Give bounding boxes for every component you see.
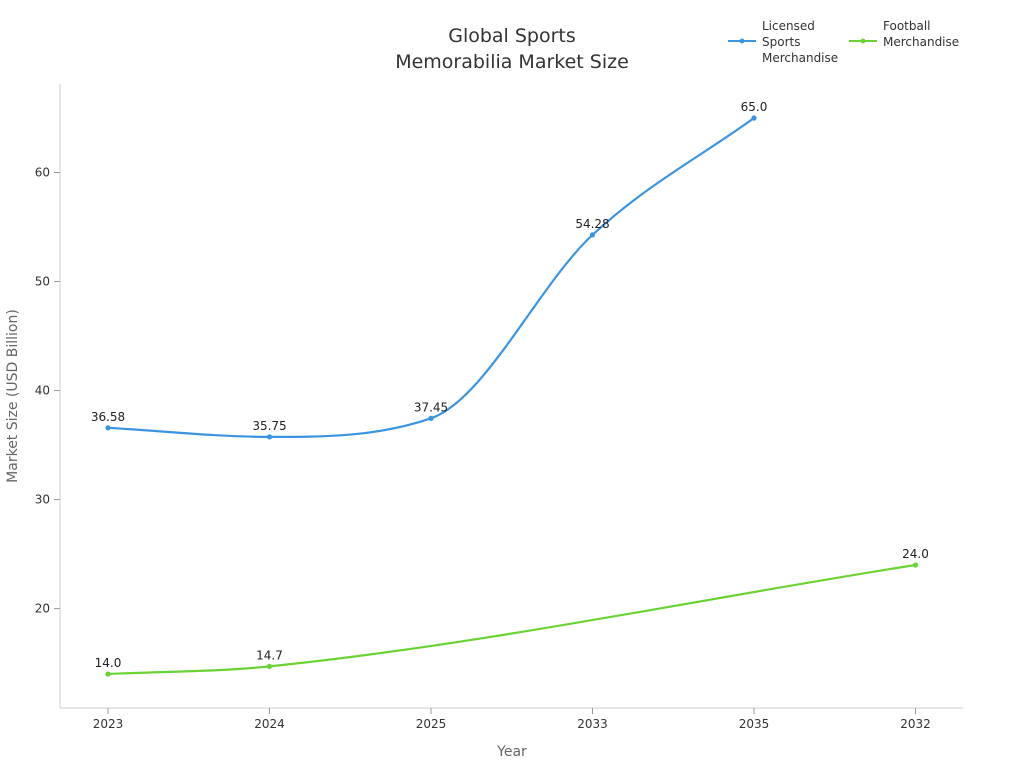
chart-title: Global Sports Memorabilia Market Size <box>395 25 629 73</box>
data-point <box>589 232 596 238</box>
y-axis-title: Market Size (USD Billion) <box>5 309 21 483</box>
series-layer: 36.58 35.75 37.45 54.28 65.0 14.0 14.7 24.0 <box>91 100 929 677</box>
data-point <box>266 434 273 440</box>
x-axis-ticks: 2023 2024 2025 2033 2035 2032 <box>93 708 931 731</box>
legend-marker <box>860 38 866 44</box>
series-line <box>107 117 755 438</box>
legend-marker <box>739 38 745 44</box>
data-label: 14.0 <box>95 656 122 670</box>
data-label: 36.58 <box>91 410 125 424</box>
legend-item-1: Licensed Sports Merchandise <box>728 19 838 65</box>
x-axis-title: Year <box>496 744 527 760</box>
legend-label: Football Merchandise <box>883 19 959 49</box>
legend-item-2: Football Merchandise <box>849 19 959 49</box>
x-tick-label: 2033 <box>577 717 608 731</box>
data-label: 37.45 <box>414 400 448 414</box>
data-label: 65.0 <box>741 100 768 114</box>
data-point <box>105 671 111 677</box>
y-tick-label: 40 <box>35 384 50 398</box>
x-tick-label: 2032 <box>900 717 931 731</box>
y-tick-label: 60 <box>35 166 50 180</box>
y-axis-ticks: 20 30 40 50 60 <box>35 166 60 616</box>
data-point <box>428 415 434 421</box>
data-point <box>751 115 757 121</box>
data-label: 24.0 <box>902 547 929 561</box>
series-1: 36.58 35.75 37.45 54.28 65.0 <box>91 100 768 440</box>
x-tick-label: 2023 <box>93 717 124 731</box>
x-tick-label: 2024 <box>254 717 285 731</box>
data-label: 35.75 <box>252 419 286 433</box>
x-tick-label: 2035 <box>739 717 770 731</box>
series-line <box>107 563 916 676</box>
data-label: 14.7 <box>256 648 283 662</box>
series-2: 14.0 14.7 24.0 <box>95 547 929 677</box>
x-tick-label: 2025 <box>416 717 447 731</box>
data-point <box>105 425 111 431</box>
y-tick-label: 50 <box>35 275 50 289</box>
legend: Licensed Sports Merchandise Football Merchan… <box>728 19 959 65</box>
legend-label: Licensed Sports Merchandise <box>762 19 838 65</box>
y-tick-label: 30 <box>35 493 50 507</box>
data-label: 54.28 <box>575 217 609 231</box>
data-point <box>912 562 919 568</box>
y-tick-label: 20 <box>35 602 50 616</box>
data-point <box>266 663 273 669</box>
